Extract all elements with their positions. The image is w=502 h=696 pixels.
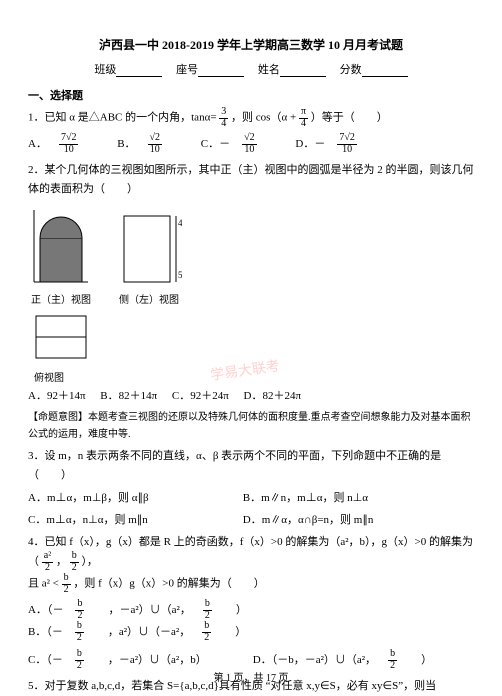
q1-stem-a: 1．已知 α 是△ABC 的一个内角，tanα= xyxy=(28,112,217,124)
q2-opt-b: B．82＋14π xyxy=(100,387,157,403)
question-4: 4．已知 f（x），g（x）都是 R 上的奇函数，f（x）>0 的解集为（a²，… xyxy=(28,533,474,596)
seat-label: 座号 xyxy=(176,64,198,76)
seat-blank[interactable] xyxy=(198,65,244,77)
q4-f3: b2 xyxy=(62,573,71,595)
q3-opt-b: B．m∥n，m⊥α，则 n⊥α xyxy=(243,489,368,505)
svg-text:4: 4 xyxy=(178,218,182,228)
q1-frac2: π4 xyxy=(299,107,308,129)
name-blank[interactable] xyxy=(280,65,326,77)
q1-frac1: 34 xyxy=(219,107,228,129)
q2-opt-c: C．92＋24π xyxy=(172,387,229,403)
q2-opt-a: A．92＋14π xyxy=(28,387,86,403)
q4-f2: b2 xyxy=(70,551,79,573)
q1-stem-c: ）等于（ ） xyxy=(311,112,388,124)
q3-options-row2: C．m⊥α，n⊥α，则 m∥n D．m∥α，α∩β=n，则 m∥n xyxy=(28,511,474,527)
q1-opt-b: B．√210 xyxy=(117,133,186,155)
q1-opt-a: A．7√210 xyxy=(28,133,102,155)
q2-options: A．92＋14π B．82＋14π C．92＋24π D．82＋24π xyxy=(28,387,474,403)
section-1-heading: 一、选择题 xyxy=(28,87,474,103)
page-footer: 第 1 页，共 17 页 xyxy=(0,669,502,684)
score-blank[interactable] xyxy=(362,65,408,77)
q1-opt-d: D．－7√210 xyxy=(295,133,380,155)
q4-f1: a²2 xyxy=(42,551,53,573)
question-1: 1．已知 α 是△ABC 的一个内角，tanα= 34 ，则 cos（α + π… xyxy=(28,107,474,129)
q3-opt-a: A．m⊥α，m⊥β，则 α∥β xyxy=(28,489,228,505)
name-label: 姓名 xyxy=(258,64,280,76)
class-blank[interactable] xyxy=(116,65,162,77)
side-view-svg: 4 5 xyxy=(116,204,182,286)
question-2: 2．某个几何体的三视图如图所示，其中正（主）视图中的圆弧是半径为 2 的半圆，则… xyxy=(28,161,474,198)
side-view-figure: 4 5 侧（左）视图 xyxy=(116,204,182,306)
front-view-caption: 正（主）视图 xyxy=(28,291,94,306)
front-view-figure: 4 正（主）视图 xyxy=(28,204,94,306)
q2-opt-d: D．82＋24π xyxy=(244,387,302,403)
q4-stem-c: ，则 f（x）g（x）>0 的解集为（ ） xyxy=(73,578,264,590)
q4-stem-b: 且 a² < xyxy=(28,578,59,590)
exam-title: 泸西县一中 2018-2019 学年上学期高三数学 10 月月考试题 xyxy=(28,36,474,53)
header-fill-row: 班级 座号 姓名 分数 xyxy=(28,61,474,77)
q3-opt-c: C．m⊥α，n⊥α，则 m∥n xyxy=(28,511,228,527)
q4-opt-a: A．（－b2，－a²）∪（a²，b2） xyxy=(28,599,259,621)
top-view-caption: 俯视图 xyxy=(34,369,474,384)
svg-text:5: 5 xyxy=(178,270,182,280)
q1-stem-b: ，则 cos（α + xyxy=(231,112,296,124)
q3-options-row1: A．m⊥α，m⊥β，则 α∥β B．m∥n，m⊥α，则 n⊥α xyxy=(28,489,474,505)
q3-opt-d: D．m∥α，α∩β=n，则 m∥n xyxy=(243,511,374,527)
q4-options-row1: A．（－b2，－a²）∪（a²，b2） B．（－b2，a²）∪（－a²，b2） xyxy=(28,599,474,643)
front-view-svg: 4 xyxy=(28,204,94,286)
q1-options: A．7√210 B．√210 C．－√210 D．－7√210 xyxy=(28,133,474,155)
question-3: 3．设 m，n 表示两条不同的直线，α、β 表示两个不同的平面，下列命题中不正确… xyxy=(28,447,474,484)
top-view-svg xyxy=(28,310,94,364)
q4-opt-b: B．（－b2，a²）∪（－a²，b2） xyxy=(28,621,258,643)
score-label: 分数 xyxy=(340,64,362,76)
q2-figures-row1: 4 正（主）视图 4 5 侧（左）视图 xyxy=(28,204,474,306)
q1-opt-c: C．－√210 xyxy=(201,133,281,155)
class-label: 班级 xyxy=(94,64,116,76)
q2-note: 【命题意图】本题考查三视图的还原以及特殊几何体的面积度量.重点考查空间想象能力及… xyxy=(28,409,474,443)
side-view-caption: 侧（左）视图 xyxy=(116,291,182,306)
top-view-figure: 俯视图 xyxy=(28,310,474,384)
